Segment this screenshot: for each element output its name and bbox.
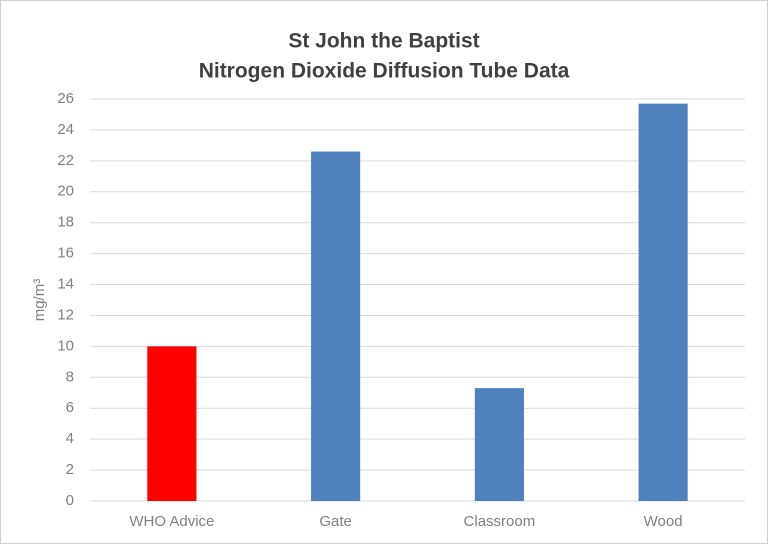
y-tick-label: 24 [57,121,74,138]
y-tick-label: 2 [66,461,74,478]
y-tick-label: 10 [57,337,74,354]
bar [638,103,688,501]
bar [311,151,361,502]
y-tick-label: 8 [66,368,74,385]
y-tick-label: 20 [57,183,74,200]
y-tick-label: 18 [57,214,74,231]
y-axis-label: mg/m³ [31,279,48,322]
y-tick-label: 12 [57,306,74,323]
x-tick-label: Gate [319,513,352,530]
y-tick-label: 26 [57,90,74,107]
x-tick-label: Classroom [464,513,536,530]
y-tick-label: 6 [66,399,74,416]
y-tick-label: 14 [57,276,74,293]
y-tick-label: 4 [66,430,74,447]
chart-subtitle: Nitrogen Dioxide Diffusion Tube Data [199,60,570,83]
y-tick-label: 0 [66,492,74,509]
x-tick-label: Wood [644,513,683,530]
chart-title: St John the Baptist [288,30,479,53]
y-tick-label: 16 [57,245,74,262]
bar [147,346,197,501]
bar [474,388,524,501]
y-tick-label: 22 [57,152,74,169]
x-tick-label: WHO Advice [129,513,214,530]
